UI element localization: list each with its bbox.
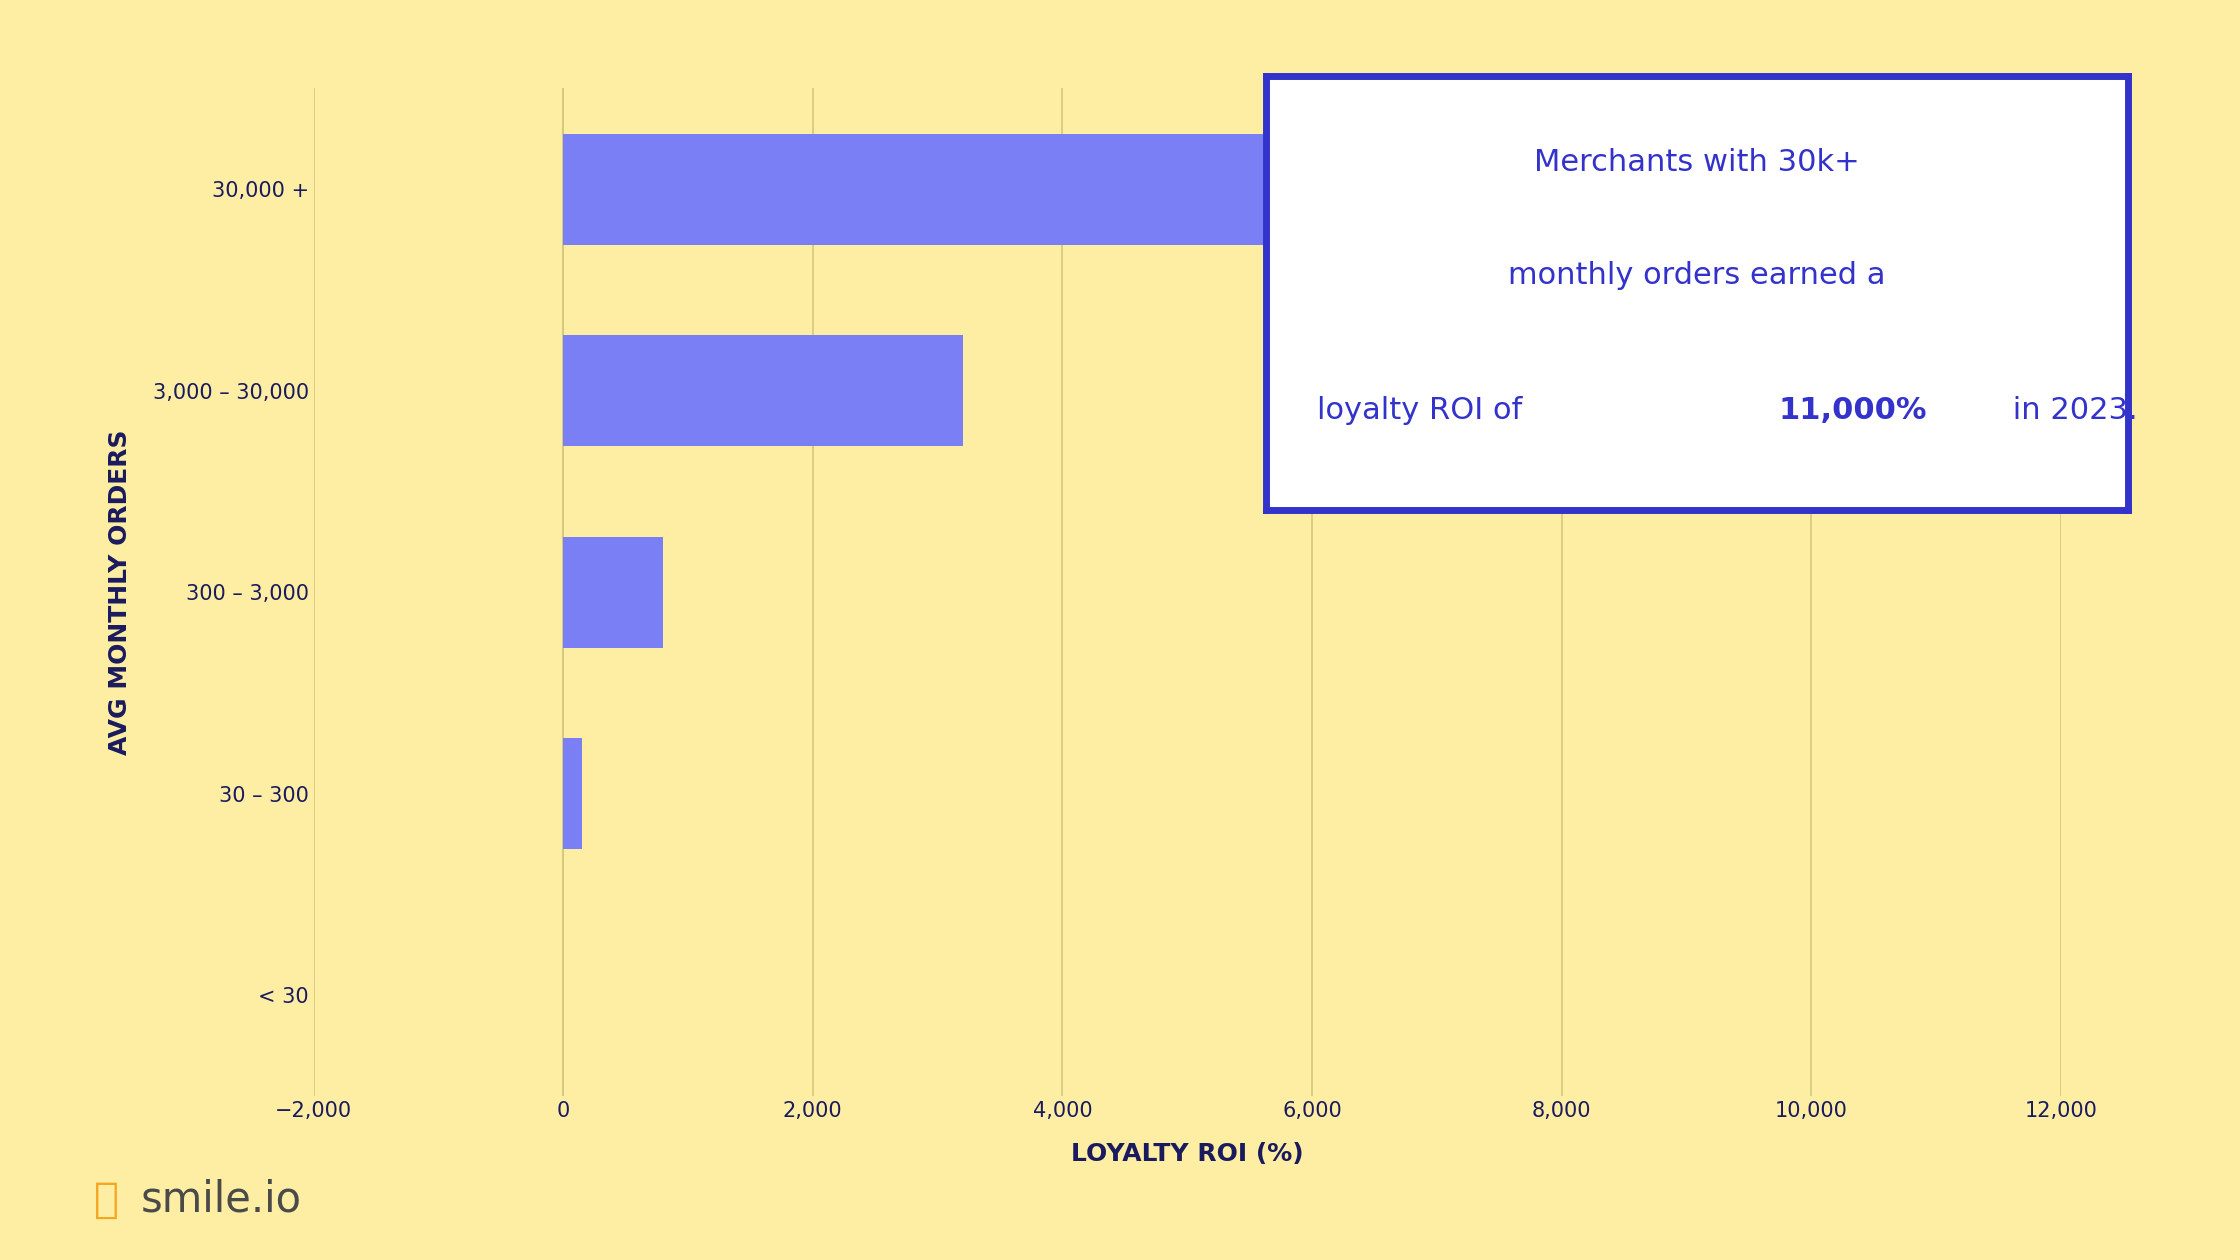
Text: loyalty ROI of: loyalty ROI of [1317, 396, 1532, 425]
Bar [562, 134, 1935, 244]
Text: Merchants with 30k+: Merchants with 30k+ [1534, 147, 1859, 178]
Bar [562, 335, 963, 446]
Text: in 2023.: in 2023. [2003, 396, 2137, 425]
Text: 11,000%: 11,000% [1779, 396, 1926, 425]
Bar [562, 738, 582, 849]
Y-axis label: AVG MONTHLY ORDERS: AVG MONTHLY ORDERS [108, 430, 132, 755]
Bar [562, 537, 663, 648]
Text: ⌣: ⌣ [94, 1178, 119, 1221]
Text: smile.io: smile.io [141, 1178, 302, 1221]
X-axis label: LOYALTY ROI (%): LOYALTY ROI (%) [1071, 1142, 1304, 1166]
Text: monthly orders earned a: monthly orders earned a [1508, 261, 1886, 290]
